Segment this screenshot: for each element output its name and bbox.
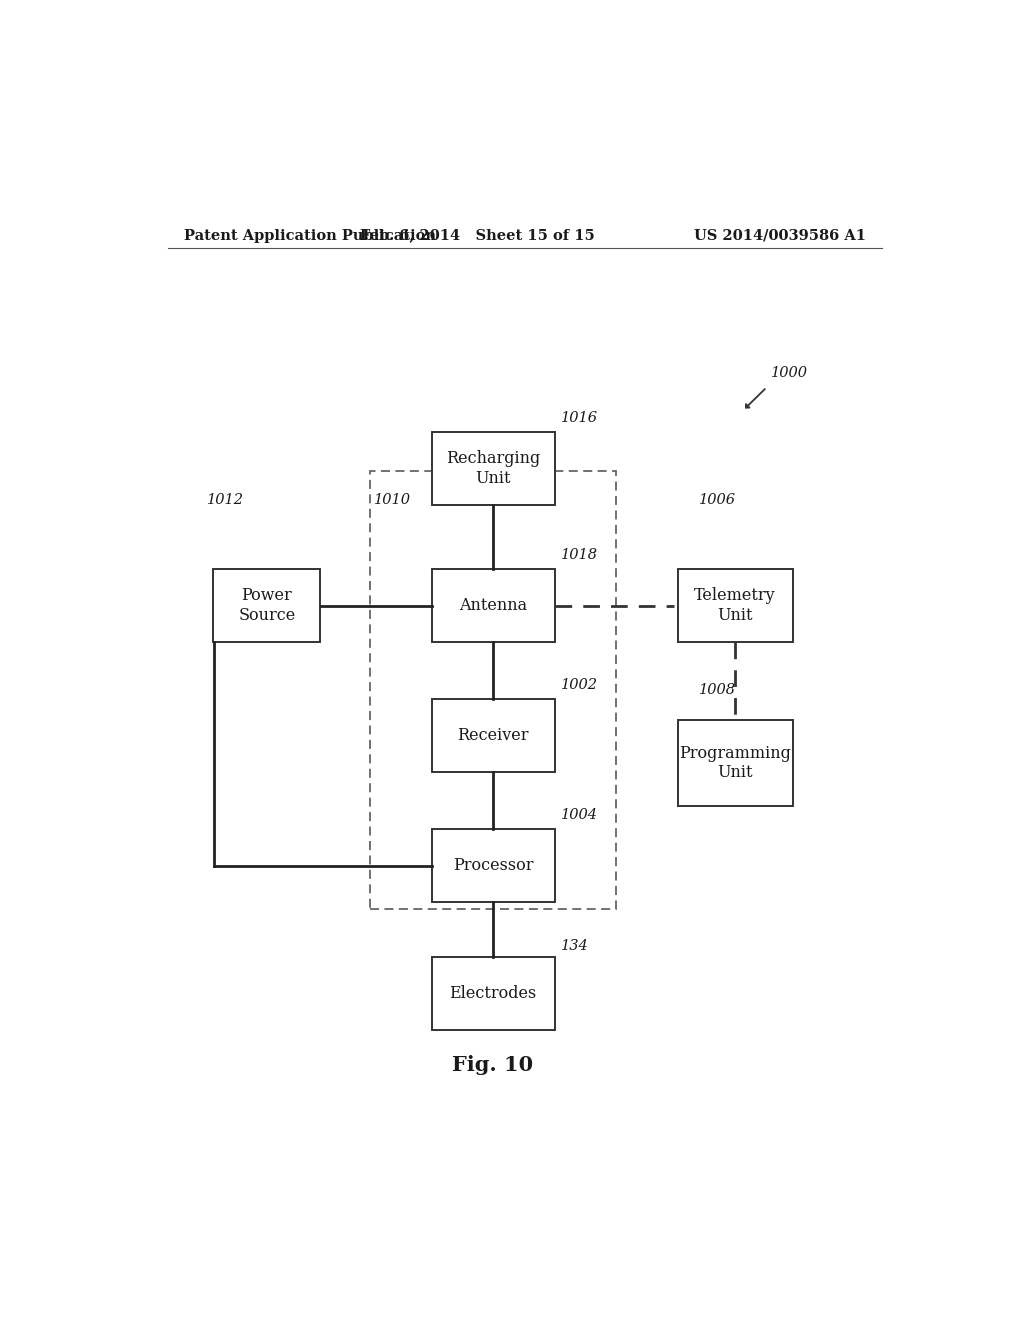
Text: Telemetry
Unit: Telemetry Unit xyxy=(694,587,776,624)
Text: 1010: 1010 xyxy=(374,494,411,507)
Bar xyxy=(213,569,321,643)
Text: 1018: 1018 xyxy=(561,548,598,562)
Text: Feb. 6, 2014   Sheet 15 of 15: Feb. 6, 2014 Sheet 15 of 15 xyxy=(359,228,595,243)
Text: 1016: 1016 xyxy=(561,411,598,425)
Bar xyxy=(678,719,793,807)
Text: Processor: Processor xyxy=(453,857,534,874)
Text: Antenna: Antenna xyxy=(459,597,527,614)
Text: 1004: 1004 xyxy=(561,808,598,822)
Text: Recharging
Unit: Recharging Unit xyxy=(445,450,541,487)
Text: US 2014/0039586 A1: US 2014/0039586 A1 xyxy=(694,228,866,243)
Bar xyxy=(678,569,793,643)
Text: 1006: 1006 xyxy=(699,494,736,507)
Text: Receiver: Receiver xyxy=(458,727,528,744)
Text: Fig. 10: Fig. 10 xyxy=(453,1055,534,1074)
Text: 1012: 1012 xyxy=(207,494,245,507)
Bar xyxy=(431,957,555,1031)
Text: 134: 134 xyxy=(561,940,589,953)
Text: 1002: 1002 xyxy=(561,678,598,692)
Bar xyxy=(431,829,555,903)
Text: Electrodes: Electrodes xyxy=(450,986,537,1002)
Text: 1000: 1000 xyxy=(771,366,808,380)
Text: Programming
Unit: Programming Unit xyxy=(679,744,792,781)
Bar xyxy=(370,471,616,908)
Bar xyxy=(431,569,555,643)
Bar xyxy=(431,432,555,506)
Text: Patent Application Publication: Patent Application Publication xyxy=(183,228,435,243)
Text: 1008: 1008 xyxy=(699,682,736,697)
Bar xyxy=(431,700,555,772)
Text: Power
Source: Power Source xyxy=(239,587,296,624)
